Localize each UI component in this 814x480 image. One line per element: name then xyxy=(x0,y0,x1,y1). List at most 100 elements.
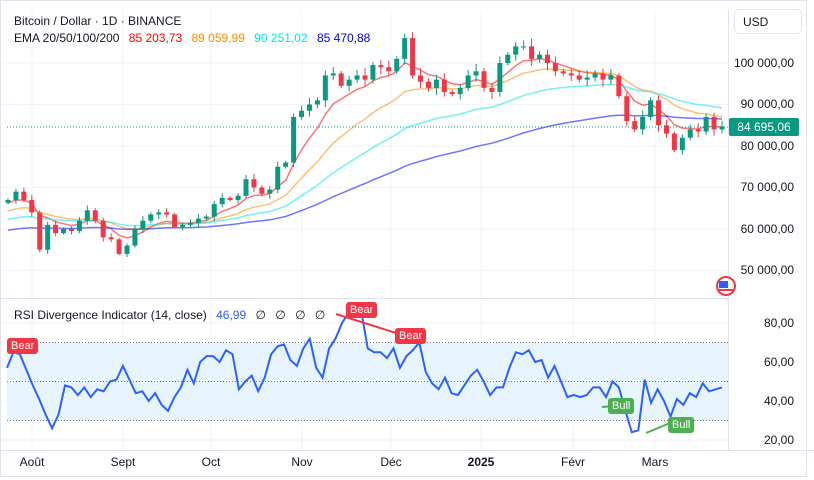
candle-body xyxy=(53,224,59,234)
currency-button[interactable]: USD xyxy=(734,9,802,34)
candle-body xyxy=(433,79,439,88)
candle-body xyxy=(306,104,312,111)
candle-body xyxy=(45,224,51,250)
ema200-value: 85 470,88 xyxy=(316,31,371,45)
rsi-line xyxy=(6,309,723,434)
candle-body xyxy=(544,54,550,63)
candle-body xyxy=(13,191,19,200)
candle-body xyxy=(108,237,114,240)
bull-label: Bull xyxy=(608,398,635,414)
candles xyxy=(5,31,725,258)
price-tick: 80 000,00 xyxy=(740,139,794,153)
candle-body xyxy=(513,46,519,55)
candle-body xyxy=(687,129,693,138)
candle-body xyxy=(37,212,43,250)
candle-body xyxy=(251,179,257,188)
time-tick: Sept xyxy=(110,455,136,469)
candle-body xyxy=(679,137,685,151)
candle-body xyxy=(299,110,305,117)
candle-body xyxy=(330,73,336,76)
candle-body xyxy=(576,75,582,80)
candle-body xyxy=(425,81,431,88)
last-price-label: 84 695,06 xyxy=(729,118,799,136)
time-tick: 2025 xyxy=(467,455,495,469)
candle-body xyxy=(386,67,392,72)
candle-body xyxy=(402,38,408,59)
candle-body xyxy=(441,79,447,93)
rsi-tick: 80,00 xyxy=(763,316,794,330)
candle-body xyxy=(418,75,424,82)
candle-body xyxy=(656,100,662,126)
candle-body xyxy=(640,116,646,130)
price-tick: 70 000,00 xyxy=(740,180,794,194)
candle-body xyxy=(568,73,574,76)
candle-body xyxy=(61,229,67,234)
candle-body xyxy=(259,187,265,194)
candle-body xyxy=(473,71,479,76)
candle-body xyxy=(187,222,193,225)
bear-label: Bear xyxy=(7,338,39,354)
candle-body xyxy=(235,195,241,200)
rsi-legend[interactable]: RSI Divergence Indicator (14, close) 46,… xyxy=(14,308,331,322)
candle-body xyxy=(457,87,463,95)
rsi-label: RSI Divergence Indicator (14, close) xyxy=(14,308,207,322)
candle-body xyxy=(203,216,209,219)
candle-body xyxy=(291,116,297,163)
ema-label: EMA 20/50/100/200 xyxy=(14,31,120,45)
us-flag-icon[interactable] xyxy=(716,276,736,296)
time-tick: Déc xyxy=(380,455,402,469)
candle-body xyxy=(624,96,630,122)
rsi-empty-value: ∅ xyxy=(314,308,326,322)
ema100-value: 90 251,02 xyxy=(254,31,308,45)
candle-body xyxy=(156,212,162,215)
ema-legend[interactable]: EMA 20/50/100/200 85 203,73 89 059,99 90… xyxy=(14,31,376,45)
bear-label: Bear xyxy=(395,328,427,344)
candle-body xyxy=(362,75,368,80)
candle-body xyxy=(703,116,709,132)
rsi-empty-value: ∅ xyxy=(275,308,286,322)
time-tick: Nov xyxy=(291,455,313,469)
rsi-tick: 40,00 xyxy=(763,394,794,408)
candle-body xyxy=(378,65,384,68)
candle-body xyxy=(322,75,328,101)
candle-body xyxy=(283,162,289,167)
candle-body xyxy=(521,46,527,48)
candle-body xyxy=(616,75,622,97)
candle-body xyxy=(410,38,416,76)
candle-body xyxy=(76,220,82,232)
bull-label: Bull xyxy=(668,417,695,433)
candle-body xyxy=(497,63,503,93)
candle-body xyxy=(180,224,186,227)
time-tick: Mars xyxy=(641,455,669,469)
symbol-legend[interactable]: Bitcoin / Dollar · 1D · BINANCE xyxy=(14,14,187,28)
candle-body xyxy=(608,75,614,80)
ema50-value: 89 059,99 xyxy=(191,31,245,45)
candle-body xyxy=(552,63,558,72)
candle-body xyxy=(370,65,376,80)
candle-body xyxy=(148,214,154,221)
candle-body xyxy=(394,58,400,72)
candle-body xyxy=(584,77,590,80)
candle-body xyxy=(172,214,178,227)
price-tick: 90 000,00 xyxy=(740,97,794,111)
candle-body xyxy=(92,210,98,221)
candle-body xyxy=(346,79,352,86)
candle-body xyxy=(68,229,74,232)
candle-body xyxy=(537,54,543,59)
candle-body xyxy=(632,121,638,130)
candle-body xyxy=(164,212,170,215)
candle-body xyxy=(219,197,225,205)
candle-body xyxy=(140,220,146,229)
candle-body xyxy=(100,220,106,238)
candle-body xyxy=(314,100,320,105)
candle-body xyxy=(267,189,273,194)
candle-body xyxy=(600,73,606,80)
symbol-title: Bitcoin / Dollar · 1D · BINANCE xyxy=(14,14,182,28)
candle-body xyxy=(560,71,566,74)
price-tick: 50 000,00 xyxy=(740,263,794,277)
candle-body xyxy=(227,197,233,200)
rsi-value: 46,99 xyxy=(216,308,247,322)
candle-body xyxy=(505,54,511,63)
